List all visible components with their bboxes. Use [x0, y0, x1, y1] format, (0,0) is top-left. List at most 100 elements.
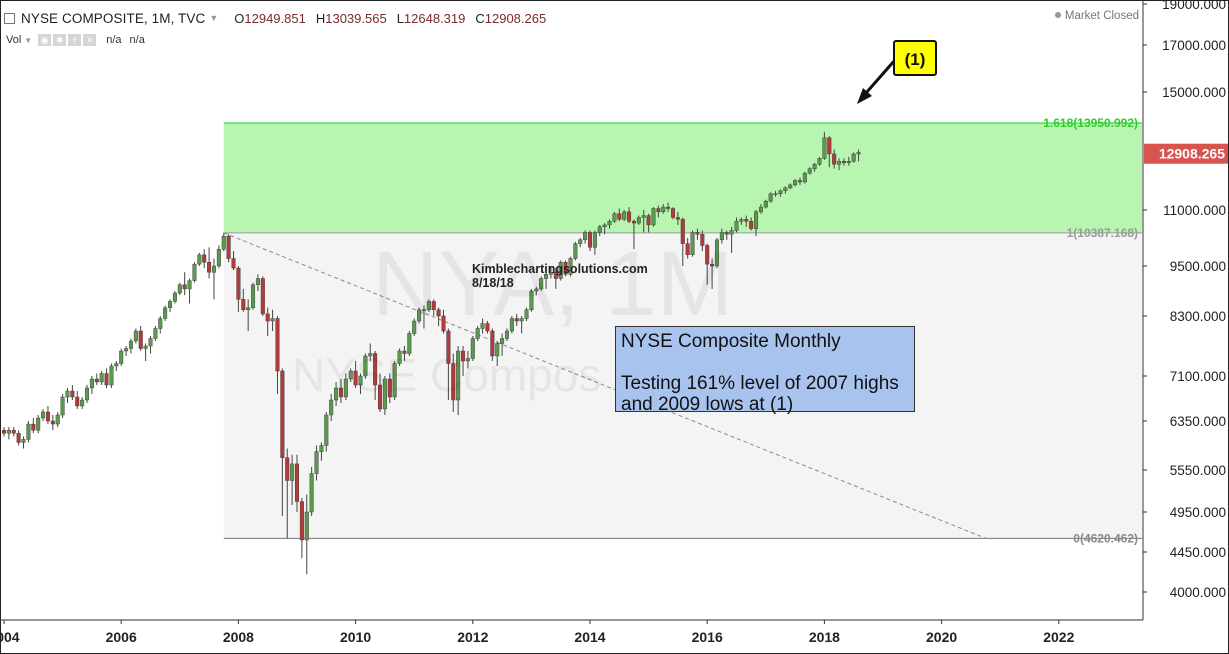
- x-tick-label: 2020: [926, 629, 957, 645]
- candle-body: [197, 254, 202, 265]
- market-status-text: Market Closed: [1064, 10, 1139, 22]
- y-tick-label: 19000.000: [1162, 0, 1226, 12]
- gear-icon[interactable]: ✱: [53, 34, 67, 46]
- candle-body: [607, 220, 612, 226]
- credit-date: 8/18/18: [472, 276, 514, 290]
- candle-body: [651, 208, 656, 226]
- candle-body: [441, 315, 446, 332]
- candle-body: [392, 363, 397, 398]
- collapse-icon[interactable]: [4, 12, 15, 24]
- candle-body: [80, 399, 85, 407]
- candle-body: [641, 215, 646, 218]
- candle-body: [548, 272, 553, 275]
- candle-body: [812, 164, 817, 169]
- candle-body: [397, 350, 402, 364]
- candle-body: [280, 370, 285, 458]
- symbol-title[interactable]: NYSE COMPOSITE, 1M, TVC: [21, 10, 206, 26]
- candle-body: [705, 245, 710, 265]
- candle-body: [719, 232, 724, 241]
- info-line-2: Testing 161% level of 2007 highs: [621, 373, 899, 394]
- low-value: 12648.319: [403, 10, 466, 26]
- candle-body: [754, 211, 759, 229]
- candle-body: [763, 200, 768, 208]
- candle-body: [172, 292, 177, 302]
- volume-value-2: n/a: [129, 34, 145, 46]
- eye-icon[interactable]: ◉: [38, 34, 52, 46]
- y-tick-label: 9500.000: [1170, 259, 1226, 274]
- candle-body: [456, 350, 461, 401]
- candle-body: [60, 396, 65, 416]
- candle-body: [729, 230, 734, 235]
- x-tick-label: 2014: [574, 629, 605, 645]
- candle-body: [544, 274, 549, 279]
- low-label: L: [396, 10, 404, 26]
- close-icon[interactable]: ✕: [83, 34, 97, 46]
- candle-body: [2, 429, 6, 434]
- y-tick-label: 5550.000: [1170, 463, 1226, 478]
- candle-body: [309, 473, 314, 513]
- candle-body: [133, 330, 138, 342]
- chevron-down-icon[interactable]: ▼: [24, 35, 33, 45]
- candle-body: [426, 301, 431, 310]
- candle-body: [480, 323, 485, 329]
- candle-body: [109, 365, 114, 386]
- candle-body: [797, 180, 802, 183]
- candle-body: [671, 208, 676, 218]
- plus-icon[interactable]: +: [68, 34, 82, 46]
- info-textbox: NYSE Composite Monthly Testing 161% leve…: [615, 326, 915, 415]
- volume-label[interactable]: Vol: [6, 34, 22, 46]
- close-label: C: [475, 10, 485, 26]
- candle-body: [475, 328, 480, 339]
- x-tick-label: 2006: [106, 629, 137, 645]
- candle-body: [627, 211, 632, 222]
- candle-body: [36, 417, 41, 431]
- candle-body: [592, 232, 597, 248]
- candle-body: [773, 193, 778, 195]
- candle-body: [11, 429, 16, 434]
- candle-body: [841, 161, 846, 163]
- candle-body: [104, 373, 109, 386]
- volume-indicator-row: Vol ▼ ◉ ✱ + ✕ n/a n/a: [6, 32, 145, 48]
- candle-body: [680, 219, 685, 244]
- candle-body: [695, 232, 700, 235]
- candle-body: [177, 284, 182, 294]
- candle-body: [832, 153, 837, 165]
- chevron-down-icon[interactable]: ▼: [209, 13, 219, 23]
- candle-body: [329, 399, 334, 416]
- candle-body: [666, 206, 671, 209]
- candle-body: [710, 263, 715, 267]
- candle-body: [265, 313, 270, 322]
- candle-body: [348, 370, 353, 380]
- candle-body: [807, 168, 812, 174]
- candle-body: [514, 318, 519, 322]
- fib-zone-upper: [223, 122, 1142, 233]
- candle-body: [837, 161, 842, 165]
- candle-body: [99, 373, 104, 383]
- candle-body: [241, 299, 246, 310]
- y-tick-label: 15000.000: [1162, 85, 1226, 100]
- candle-body: [41, 411, 46, 419]
- candle-body: [690, 232, 695, 255]
- status-dot-icon: [1054, 12, 1061, 18]
- candle-body: [231, 258, 236, 269]
- x-tick-label: 2022: [1043, 629, 1074, 645]
- y-tick-label: 6350.000: [1170, 414, 1226, 429]
- y-tick-label: 11000.000: [1163, 203, 1226, 218]
- candle-body: [588, 232, 593, 248]
- candle-body: [368, 353, 373, 357]
- candle-body: [724, 232, 729, 235]
- candle-body: [783, 187, 788, 192]
- candle-body: [465, 358, 470, 362]
- x-tick-label: 2016: [692, 629, 723, 645]
- candle-body: [363, 355, 368, 377]
- candle-body: [148, 338, 153, 347]
- candle-body: [163, 307, 168, 319]
- close-value: 12908.265: [484, 10, 547, 26]
- chart-header: NYSE COMPOSITE, 1M, TVC ▼ O 12949.851 H …: [4, 8, 556, 28]
- candle-body: [358, 375, 363, 386]
- candle-body: [75, 396, 80, 407]
- candle-body: [290, 463, 295, 481]
- last-price-badge: [1144, 143, 1228, 164]
- volume-value-1: n/a: [106, 34, 122, 46]
- candle-body: [378, 384, 383, 410]
